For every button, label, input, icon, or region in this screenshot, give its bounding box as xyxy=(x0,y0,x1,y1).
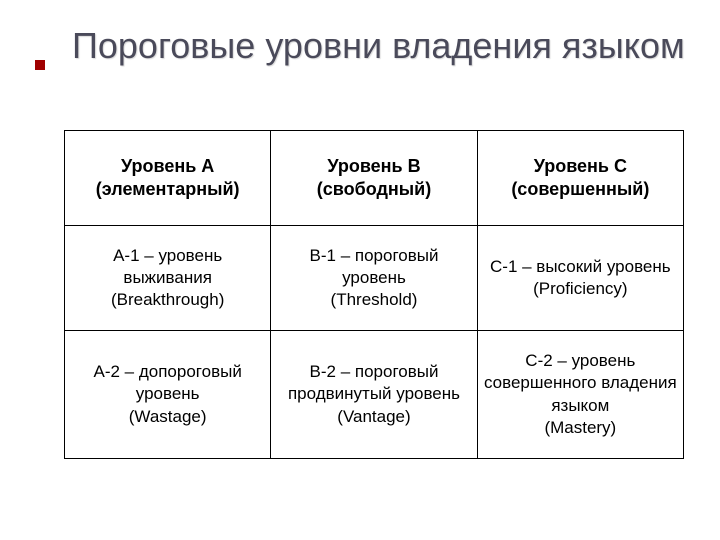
col-header-a: Уровень А (элементарный) xyxy=(65,131,271,226)
cell-a2-en: (Wastage) xyxy=(71,406,264,428)
col-header-b-sub: (свободный) xyxy=(277,178,470,201)
col-header-c-sub: (совершенный) xyxy=(484,178,677,201)
table-row: А-1 – уровень выживания (Breakthrough) В… xyxy=(65,226,684,331)
col-header-c-main: Уровень С xyxy=(484,155,677,178)
col-header-c: Уровень С (совершенный) xyxy=(477,131,683,226)
title-bullet xyxy=(35,60,45,70)
cell-b2-en: (Vantage) xyxy=(277,406,470,428)
cell-b1: В-1 – пороговый уровень (Threshold) xyxy=(271,226,477,331)
cell-a1-en: (Breakthrough) xyxy=(71,289,264,311)
levels-table-wrap: Уровень А (элементарный) Уровень В (своб… xyxy=(64,130,684,459)
cell-b1-en: (Threshold) xyxy=(277,289,470,311)
cell-c1-en: (Proficiency) xyxy=(484,278,677,300)
cell-a2: А-2 – допороговый уровень (Wastage) xyxy=(65,331,271,459)
cell-b1-main: В-1 – пороговый уровень xyxy=(277,245,470,289)
col-header-b-main: Уровень В xyxy=(277,155,470,178)
table-row: А-2 – допороговый уровень (Wastage) В-2 … xyxy=(65,331,684,459)
cell-c2-main: С-2 – уровень совершенного владения язык… xyxy=(484,350,677,416)
cell-c2-en: (Mastery) xyxy=(484,417,677,439)
cell-b2-main: В-2 – пороговый продвинутый уровень xyxy=(277,361,470,405)
levels-table: Уровень А (элементарный) Уровень В (своб… xyxy=(64,130,684,459)
cell-b2: В-2 – пороговый продвинутый уровень (Van… xyxy=(271,331,477,459)
cell-a1-main: А-1 – уровень выживания xyxy=(71,245,264,289)
cell-a1: А-1 – уровень выживания (Breakthrough) xyxy=(65,226,271,331)
col-header-a-main: Уровень А xyxy=(71,155,264,178)
table-header-row: Уровень А (элементарный) Уровень В (своб… xyxy=(65,131,684,226)
col-header-b: Уровень В (свободный) xyxy=(271,131,477,226)
slide-title: Пороговые уровни владения языком xyxy=(72,25,692,66)
cell-c1: С-1 – высокий уровень (Proficiency) xyxy=(477,226,683,331)
cell-c2: С-2 – уровень совершенного владения язык… xyxy=(477,331,683,459)
cell-c1-main: С-1 – высокий уровень xyxy=(484,256,677,278)
cell-a2-main: А-2 – допороговый уровень xyxy=(71,361,264,405)
col-header-a-sub: (элементарный) xyxy=(71,178,264,201)
